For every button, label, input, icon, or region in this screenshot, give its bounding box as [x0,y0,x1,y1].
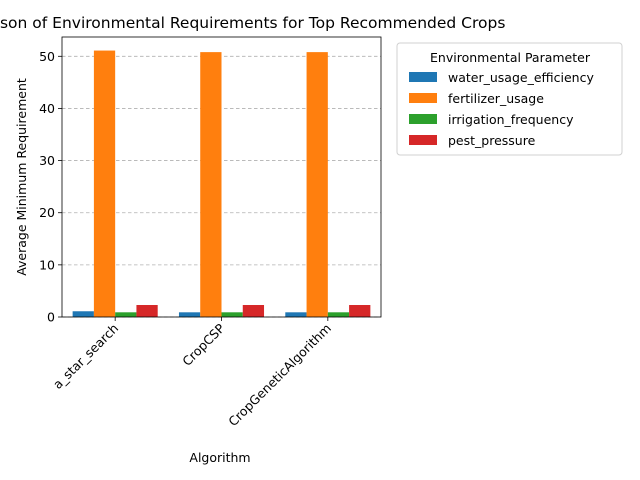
legend-label-pest_pressure: pest_pressure [448,133,536,148]
legend-swatch-water_usage_efficiency [409,72,437,82]
chart-title: Comparison of Environmental Requirements… [0,14,505,32]
bar-water_usage_efficiency-CropGeneticAlgorithm [285,312,307,317]
y-tick-label: 40 [39,101,55,116]
bar-irrigation_frequency-CropCSP [221,312,243,317]
bar-fertilizer_usage-CropCSP [200,52,222,318]
bar-fertilizer_usage-CropGeneticAlgorithm [306,52,328,318]
legend-label-fertilizer_usage: fertilizer_usage [448,91,544,106]
x-axis-label: Algorithm [189,450,250,465]
y-tick-label: 50 [39,49,55,64]
plot-frame [61,36,382,318]
x-tick-label: CropCSP [179,320,228,369]
bar-irrigation_frequency-CropGeneticAlgorithm [327,312,350,317]
x-tick-label: CropGeneticAlgorithm [225,321,334,430]
legend-swatch-fertilizer_usage [409,93,437,103]
legend-label-water_usage_efficiency: water_usage_efficiency [448,70,594,85]
y-tick-label: 30 [39,153,55,168]
legend-label-irrigation_frequency: irrigation_frequency [448,112,574,127]
y-tick-label: 20 [39,205,55,220]
bar-water_usage_efficiency-a_star_search [72,311,94,317]
bar-water_usage_efficiency-CropCSP [178,312,201,317]
y-axis-label: Average Minimum Requirement [14,78,29,276]
bar-pest_pressure-CropGeneticAlgorithm [349,305,371,317]
bar-fertilizer_usage-a_star_search [93,50,116,318]
bar-pest_pressure-a_star_search [136,305,158,317]
y-tick-label: 10 [39,257,55,272]
legend: Environmental Parameter water_usage_effi… [396,42,623,156]
x-tick-label: a_star_search [50,321,121,392]
legend-swatch-pest_pressure [409,135,437,145]
legend-title: Environmental Parameter [430,50,591,65]
bar-pest_pressure-CropCSP [242,305,265,317]
legend-swatch-irrigation_frequency [409,114,437,124]
bars [72,50,371,318]
legend-frame [396,42,623,156]
y-tick-label: 0 [47,310,55,325]
bar-irrigation_frequency-a_star_search [115,312,137,317]
